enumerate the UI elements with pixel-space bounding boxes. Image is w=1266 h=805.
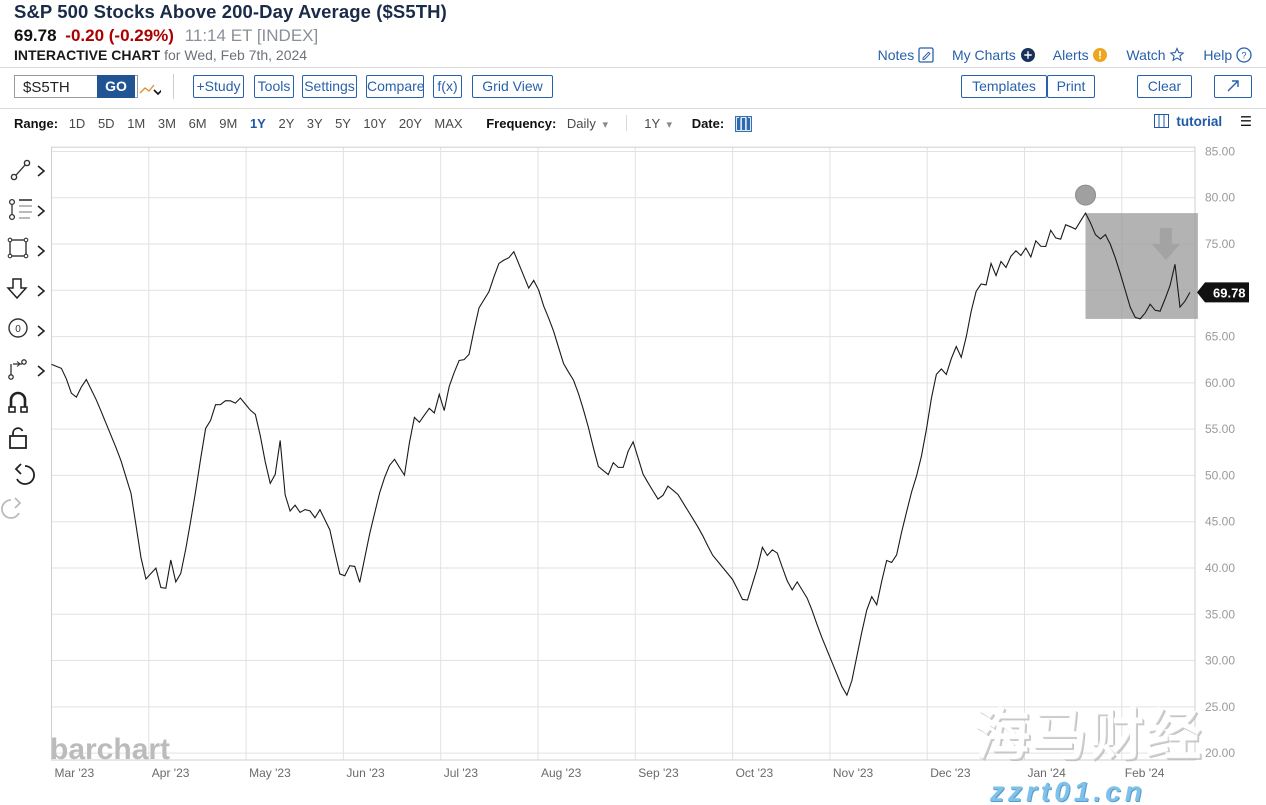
- svg-text:55.00: 55.00: [1205, 422, 1235, 436]
- svg-text:40.00: 40.00: [1205, 561, 1235, 575]
- svg-text:?: ?: [1241, 51, 1246, 61]
- svg-text:60.00: 60.00: [1205, 376, 1235, 390]
- svg-text:Sep '23: Sep '23: [638, 766, 679, 780]
- svg-text:Oct '23: Oct '23: [736, 766, 774, 780]
- svg-text:Jun '23: Jun '23: [346, 766, 385, 780]
- svg-text:69.78: 69.78: [1213, 285, 1246, 300]
- svg-text:25.00: 25.00: [1205, 700, 1235, 714]
- svg-text:Jul '23: Jul '23: [444, 766, 479, 780]
- svg-text:45.00: 45.00: [1205, 515, 1235, 529]
- svg-text:Aug '23: Aug '23: [541, 766, 582, 780]
- svg-text:Mar '23: Mar '23: [55, 766, 95, 780]
- svg-text:May '23: May '23: [249, 766, 291, 780]
- svg-text:Nov '23: Nov '23: [833, 766, 874, 780]
- svg-text:85.00: 85.00: [1205, 144, 1235, 158]
- svg-text:Dec '23: Dec '23: [930, 766, 971, 780]
- svg-text:50.00: 50.00: [1205, 468, 1235, 482]
- svg-text:80.00: 80.00: [1205, 191, 1235, 205]
- svg-text:30.00: 30.00: [1205, 654, 1235, 668]
- svg-text:Apr '23: Apr '23: [152, 766, 190, 780]
- svg-text:35.00: 35.00: [1205, 607, 1235, 621]
- svg-text:75.00: 75.00: [1205, 237, 1235, 251]
- svg-text:65.00: 65.00: [1205, 330, 1235, 344]
- svg-text:20.00: 20.00: [1205, 746, 1235, 760]
